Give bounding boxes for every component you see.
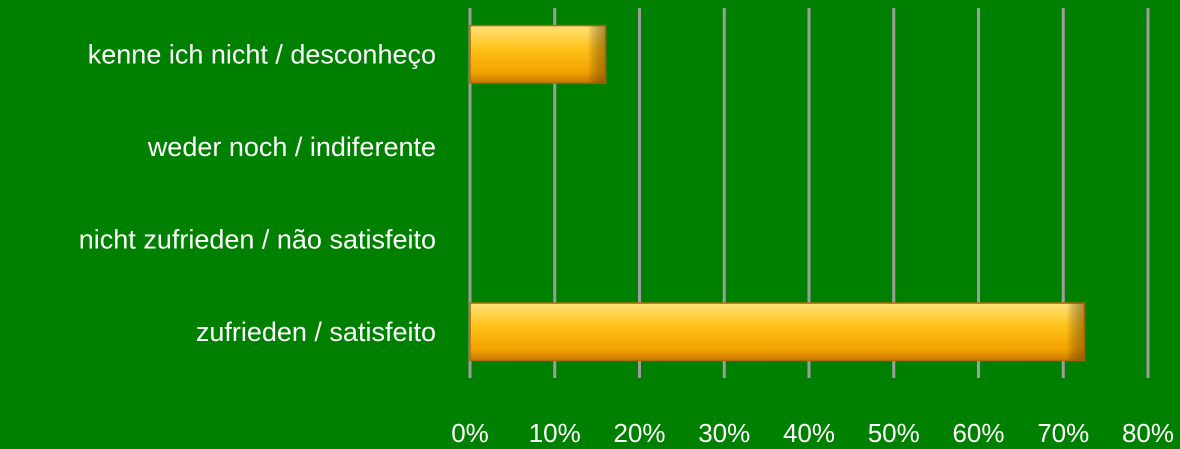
bar [469,302,1086,362]
bars [469,24,1086,362]
bar [469,24,607,84]
x-tick-label: 0% [451,418,489,448]
x-tick-label: 10% [529,418,581,448]
x-tick-label: 20% [613,418,665,448]
x-tick-label: 30% [698,418,750,448]
bar-end-shade [1066,303,1085,361]
bar-end-shade [587,25,606,83]
x-tick-label: 70% [1037,418,1089,448]
category-label: weder noch / indiferente [147,132,436,162]
category-labels: kenne ich nicht / desconheço weder noch /… [79,39,436,347]
x-tick-label: 80% [1122,418,1174,448]
x-tick-label: 60% [952,418,1004,448]
category-label: kenne ich nicht / desconheço [88,39,436,69]
category-label: zufrieden / satisfeito [196,317,436,347]
x-tick-label: 40% [783,418,835,448]
x-tick-label: 50% [868,418,920,448]
x-axis-tick-labels: 0% 10% 20% 30% 40% 50% 60% 70% 80% [451,418,1174,448]
category-label: nicht zufrieden / não satisfeito [79,224,436,254]
